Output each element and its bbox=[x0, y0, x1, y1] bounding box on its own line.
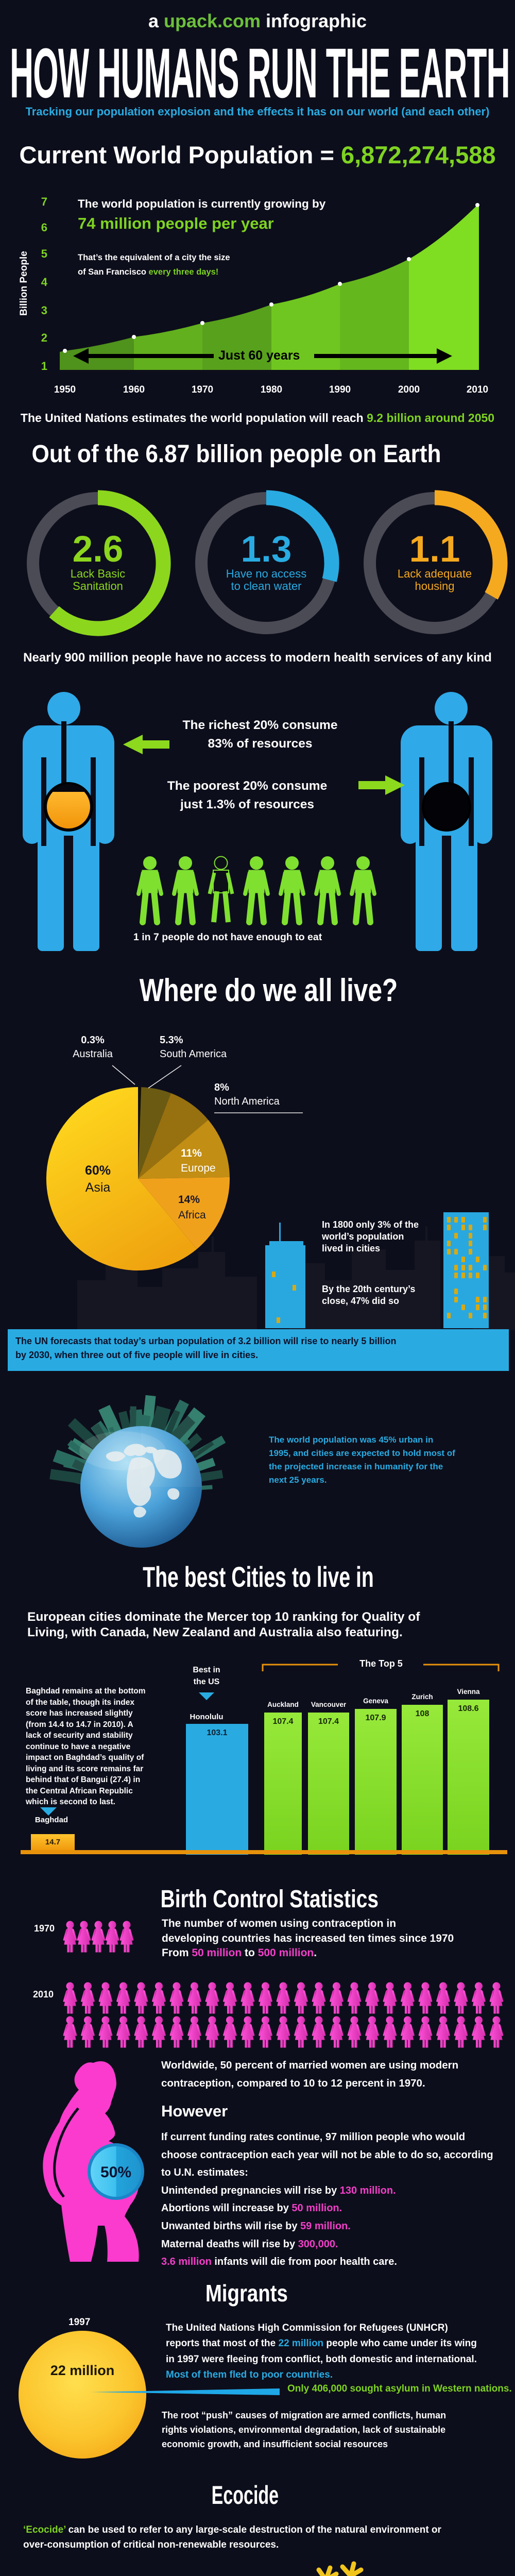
svg-text:6: 6 bbox=[41, 221, 47, 234]
svg-text:1: 1 bbox=[41, 360, 47, 372]
svg-text:1960: 1960 bbox=[123, 384, 145, 395]
svg-text:50%: 50% bbox=[100, 2164, 131, 2181]
svg-text:3: 3 bbox=[41, 304, 47, 317]
svg-text:2010: 2010 bbox=[467, 384, 488, 395]
svg-text:2000: 2000 bbox=[398, 384, 420, 395]
svg-text:4: 4 bbox=[41, 276, 48, 289]
svg-text:22 million: 22 million bbox=[50, 2363, 115, 2378]
svg-text:1980: 1980 bbox=[261, 384, 282, 395]
svg-text:2: 2 bbox=[41, 331, 47, 344]
svg-text:1970: 1970 bbox=[192, 384, 213, 395]
svg-text:Billion People: Billion People bbox=[19, 251, 29, 316]
svg-text:1990: 1990 bbox=[329, 384, 351, 395]
svg-text:5: 5 bbox=[41, 247, 47, 260]
svg-text:7: 7 bbox=[41, 195, 47, 208]
svg-text:1950: 1950 bbox=[54, 384, 76, 395]
